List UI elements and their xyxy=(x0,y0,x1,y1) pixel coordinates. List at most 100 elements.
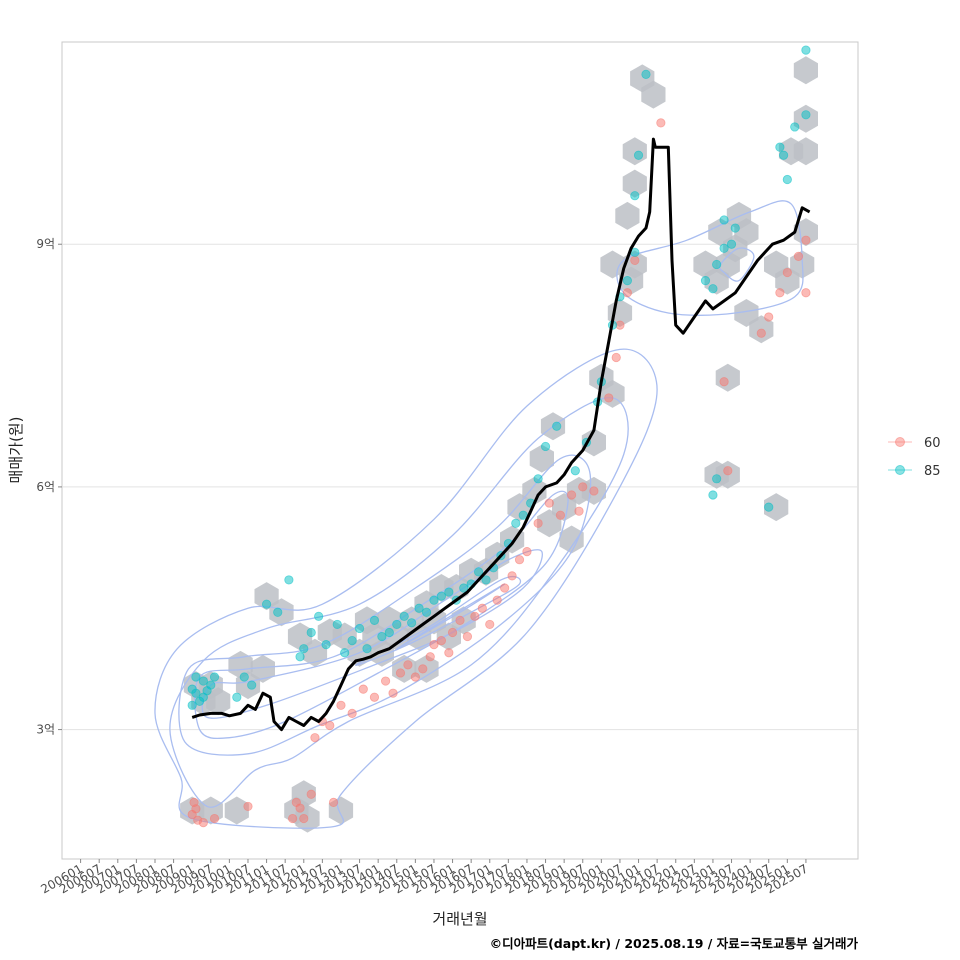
density-contour xyxy=(355,576,522,666)
hex-bin xyxy=(734,299,759,327)
point-85 xyxy=(306,627,316,638)
x-axis-ticks: 2006012006072007012007072008012008072009… xyxy=(38,859,810,897)
point-85 xyxy=(429,595,439,605)
point-60 xyxy=(310,733,320,743)
point-85 xyxy=(511,518,521,528)
point-85 xyxy=(384,627,394,638)
point-60 xyxy=(793,251,804,261)
density-contour xyxy=(194,490,569,740)
point-60 xyxy=(436,635,447,646)
point-85 xyxy=(481,575,491,585)
point-60 xyxy=(507,571,517,581)
y-tick-label: 6억 xyxy=(36,480,55,494)
point-85 xyxy=(407,618,417,628)
point-85 xyxy=(421,607,432,617)
hex-bin xyxy=(600,250,625,279)
point-60 xyxy=(782,267,792,278)
point-60 xyxy=(198,817,208,828)
point-85 xyxy=(332,619,342,630)
point-85 xyxy=(730,223,740,233)
point-60 xyxy=(801,288,811,298)
point-60 xyxy=(418,664,428,674)
x-axis-title: 거래년월 xyxy=(432,910,487,928)
point-85 xyxy=(347,635,357,646)
point-60 xyxy=(630,255,640,266)
point-85 xyxy=(399,611,409,621)
point-60 xyxy=(477,603,487,613)
point-60 xyxy=(656,118,666,128)
point-60 xyxy=(544,498,554,508)
point-85 xyxy=(414,603,424,613)
point-85 xyxy=(570,466,580,476)
point-85 xyxy=(392,619,402,630)
point-85 xyxy=(284,575,294,585)
density-contour xyxy=(718,247,755,282)
hex-bin xyxy=(522,476,547,505)
point-60 xyxy=(578,482,588,492)
point-85 xyxy=(191,688,201,698)
hex-bin xyxy=(622,169,647,198)
point-60 xyxy=(447,627,458,638)
point-60 xyxy=(611,352,621,363)
point-85 xyxy=(299,644,309,654)
point-60 xyxy=(403,660,413,670)
point-85 xyxy=(633,150,644,160)
hex-bin xyxy=(615,201,640,230)
y-axis-title: 매매가(원) xyxy=(7,417,25,484)
point-85 xyxy=(209,672,220,682)
point-60 xyxy=(574,506,584,516)
point-85 xyxy=(362,644,372,654)
point-85 xyxy=(261,599,272,609)
point-85 xyxy=(630,191,640,201)
point-60 xyxy=(410,672,420,682)
point-60 xyxy=(514,555,525,565)
point-60 xyxy=(555,510,566,520)
point-60 xyxy=(336,700,346,710)
hex-bin xyxy=(559,525,584,554)
point-85 xyxy=(436,591,447,601)
point-60 xyxy=(347,708,357,718)
point-85 xyxy=(191,672,201,682)
hex-bin xyxy=(764,493,789,522)
point-60 xyxy=(425,652,435,662)
y-axis-ticks: 3억 6억 9억 xyxy=(36,237,62,737)
point-60 xyxy=(328,797,339,807)
point-85 xyxy=(187,700,197,710)
hex-bin xyxy=(206,687,231,716)
point-85 xyxy=(340,648,350,658)
point-85 xyxy=(540,441,551,452)
point-60 xyxy=(243,801,253,812)
legend-key-85 xyxy=(895,465,905,475)
point-60 xyxy=(589,486,599,496)
trend-line xyxy=(191,137,811,732)
point-60 xyxy=(288,813,298,824)
point-85 xyxy=(533,474,543,484)
point-85 xyxy=(321,640,331,650)
point-60 xyxy=(395,668,406,678)
caption: ©디아파트(dapt.kr) / 2025.08.19 / 자료=국토교통부 실… xyxy=(489,936,858,951)
point-85 xyxy=(712,259,722,270)
hex-bin xyxy=(537,509,562,538)
legend-label-60: 60 xyxy=(924,436,941,451)
point-85 xyxy=(622,276,632,286)
point-60 xyxy=(388,688,398,698)
point-60 xyxy=(369,692,380,702)
legend: 60 85 xyxy=(888,436,941,479)
hex-bin xyxy=(254,582,279,611)
hex-bin xyxy=(793,56,818,85)
point-60 xyxy=(500,583,510,593)
point-60 xyxy=(723,466,733,476)
point-85 xyxy=(459,583,469,593)
point-85 xyxy=(708,284,718,294)
point-85 xyxy=(775,142,785,152)
point-60 xyxy=(764,312,774,322)
y-tick-label: 3억 xyxy=(36,723,55,737)
panel-background xyxy=(61,41,859,860)
hex-bin xyxy=(641,80,666,109)
point-85 xyxy=(247,680,257,690)
point-60 xyxy=(444,648,454,658)
hex-bin xyxy=(287,622,313,651)
point-60 xyxy=(299,813,309,824)
hex-bin xyxy=(224,796,249,825)
point-60 xyxy=(209,813,220,824)
